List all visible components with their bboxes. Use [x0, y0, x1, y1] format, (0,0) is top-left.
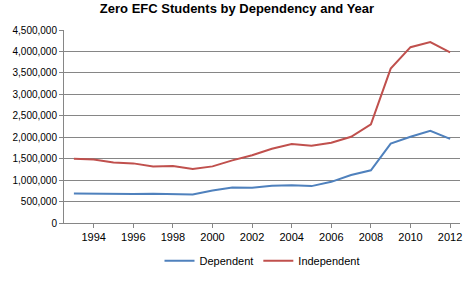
svg-text:Dependent: Dependent — [200, 255, 254, 267]
svg-text:500,000: 500,000 — [21, 196, 58, 207]
svg-text:Independent: Independent — [298, 255, 359, 267]
svg-text:2,500,000: 2,500,000 — [13, 110, 58, 121]
svg-text:2008: 2008 — [359, 231, 383, 243]
svg-text:Zero EFC Students by Dependenc: Zero EFC Students by Dependency and Year — [100, 1, 374, 16]
svg-text:1,000,000: 1,000,000 — [13, 175, 58, 186]
svg-text:2012: 2012 — [438, 231, 462, 243]
svg-text:2004: 2004 — [279, 231, 303, 243]
svg-text:2002: 2002 — [240, 231, 264, 243]
svg-text:0: 0 — [51, 218, 57, 229]
svg-text:3,000,000: 3,000,000 — [13, 89, 58, 100]
svg-text:2,000,000: 2,000,000 — [13, 132, 58, 143]
svg-text:1996: 1996 — [121, 231, 145, 243]
svg-text:4,000,000: 4,000,000 — [13, 46, 58, 57]
svg-text:2006: 2006 — [319, 231, 343, 243]
svg-text:1998: 1998 — [161, 231, 185, 243]
svg-text:3,500,000: 3,500,000 — [13, 67, 58, 78]
svg-text:2010: 2010 — [398, 231, 422, 243]
svg-text:1994: 1994 — [81, 231, 105, 243]
svg-text:1,500,000: 1,500,000 — [13, 153, 58, 164]
svg-text:2000: 2000 — [200, 231, 224, 243]
svg-text:4,500,000: 4,500,000 — [13, 25, 58, 36]
